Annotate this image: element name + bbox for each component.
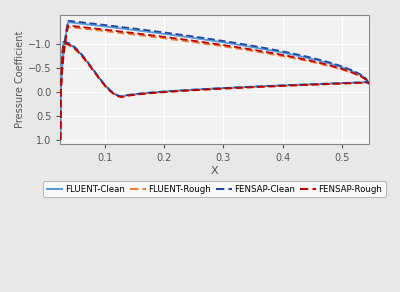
Legend: FLUENT-Clean, FLUENT-Rough, FENSAP-Clean, FENSAP-Rough: FLUENT-Clean, FLUENT-Rough, FENSAP-Clean… — [44, 181, 386, 197]
X-axis label: X: X — [211, 166, 218, 176]
Y-axis label: Pressure Coefficient: Pressure Coefficient — [15, 31, 25, 128]
